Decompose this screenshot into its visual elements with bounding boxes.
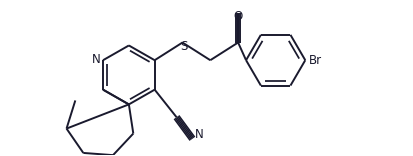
Text: S: S (179, 40, 187, 53)
Text: N: N (92, 53, 101, 66)
Text: O: O (233, 10, 242, 23)
Text: N: N (194, 128, 203, 141)
Text: Br: Br (309, 54, 322, 67)
